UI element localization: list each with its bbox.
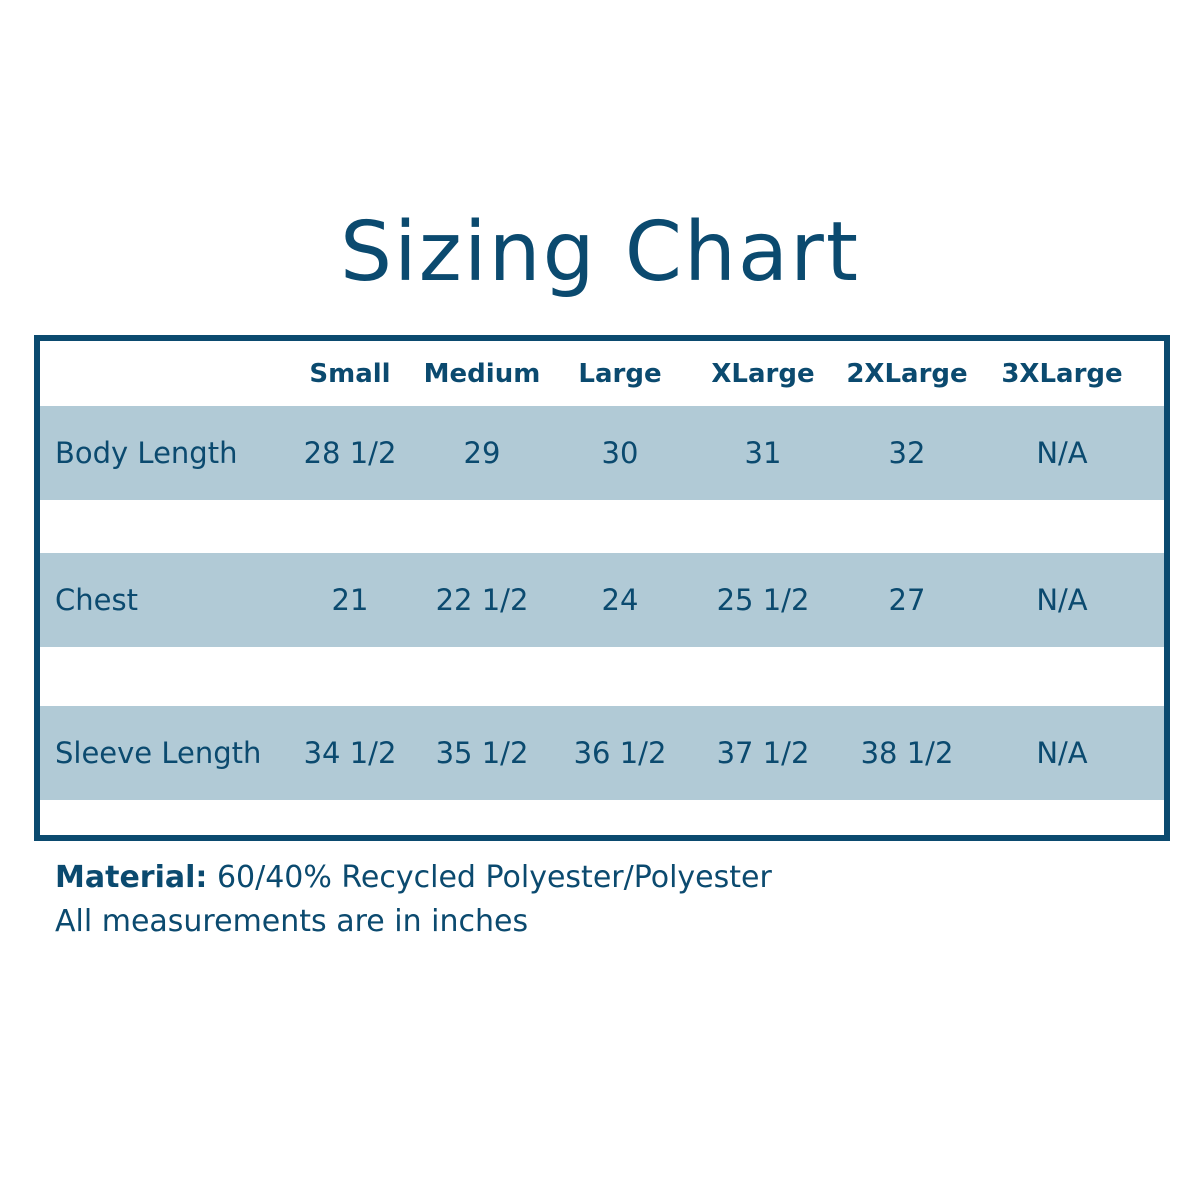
column-header: 2XLarge [846,358,968,389]
table-cell: 24 [601,583,639,617]
column-header: 3XLarge [1001,358,1123,389]
table-cell: N/A [1036,436,1088,470]
measurement-note: All measurements are in inches [55,904,529,939]
table-cell: 21 [331,583,369,617]
table-cell: 34 1/2 [303,736,397,770]
table-cell: 38 1/2 [860,736,954,770]
table-row: Chest 21 22 1/2 24 25 1/2 27 N/A [40,553,1164,647]
table-cell: 37 1/2 [716,736,810,770]
table-cell: 22 1/2 [435,583,529,617]
table-cell: 30 [601,436,639,470]
row-label: Body Length [55,436,238,470]
table-cell: 28 1/2 [303,436,397,470]
material-label: Material: [55,860,208,895]
table-cell: 25 1/2 [716,583,810,617]
material-value: 60/40% Recycled Polyester/Polyester [216,860,772,895]
table-cell: 27 [888,583,926,617]
table-cell: N/A [1036,736,1088,770]
material-line: Material: 60/40% Recycled Polyester/Poly… [55,860,772,895]
table-row: Body Length 28 1/2 29 30 31 32 N/A [40,406,1164,500]
header-row: Small Medium Large XLarge 2XLarge 3XLarg… [40,341,1164,406]
page-title: Sizing Chart [339,205,861,300]
table-cell: 32 [888,436,926,470]
row-label: Chest [55,583,138,617]
column-header: Large [578,358,662,389]
table-cell: N/A [1036,583,1088,617]
table-cell: 35 1/2 [435,736,529,770]
table-row: Sleeve Length 34 1/2 35 1/2 36 1/2 37 1/… [40,706,1164,800]
column-header: XLarge [711,358,815,389]
row-label: Sleeve Length [55,736,262,770]
column-header: Small [309,358,391,389]
table-cell: 31 [744,436,782,470]
column-header: Medium [423,358,541,389]
sizing-table: Small Medium Large XLarge 2XLarge 3XLarg… [34,335,1170,841]
table-cell: 29 [463,436,501,470]
table-cell: 36 1/2 [573,736,667,770]
